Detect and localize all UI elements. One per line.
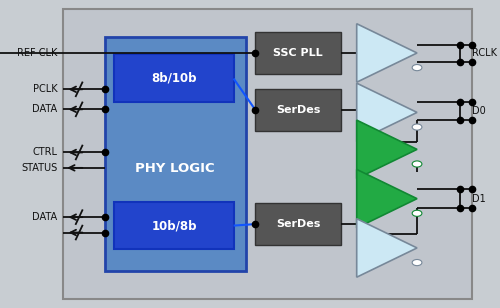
Text: SerDes: SerDes xyxy=(276,219,320,229)
Text: 10b/8b: 10b/8b xyxy=(151,219,196,232)
Text: D0: D0 xyxy=(472,106,486,116)
Circle shape xyxy=(412,65,422,71)
Bar xyxy=(256,32,340,74)
Text: 8b/10b: 8b/10b xyxy=(151,71,196,84)
Polygon shape xyxy=(356,219,417,277)
Bar xyxy=(114,202,234,249)
Text: SerDes: SerDes xyxy=(276,105,320,115)
Text: REF CLK: REF CLK xyxy=(17,48,58,58)
Circle shape xyxy=(412,259,422,265)
Bar xyxy=(64,9,472,299)
Text: CTRL: CTRL xyxy=(32,148,58,157)
Polygon shape xyxy=(356,120,417,179)
Text: DATA: DATA xyxy=(32,212,58,222)
Text: STATUS: STATUS xyxy=(21,163,58,173)
Text: DATA: DATA xyxy=(32,104,58,114)
Text: SSC PLL: SSC PLL xyxy=(273,48,323,58)
Bar xyxy=(256,89,340,131)
Bar xyxy=(256,203,340,245)
Circle shape xyxy=(412,161,422,167)
Text: D1: D1 xyxy=(472,194,486,204)
Circle shape xyxy=(412,210,422,217)
Text: PHY LOGIC: PHY LOGIC xyxy=(136,161,215,175)
Bar xyxy=(104,37,246,271)
Text: PCLK: PCLK xyxy=(33,84,58,94)
Polygon shape xyxy=(356,24,417,82)
Polygon shape xyxy=(356,83,417,142)
Circle shape xyxy=(412,124,422,130)
Text: RCLK: RCLK xyxy=(472,48,497,58)
Bar xyxy=(114,54,234,102)
Polygon shape xyxy=(356,169,417,228)
